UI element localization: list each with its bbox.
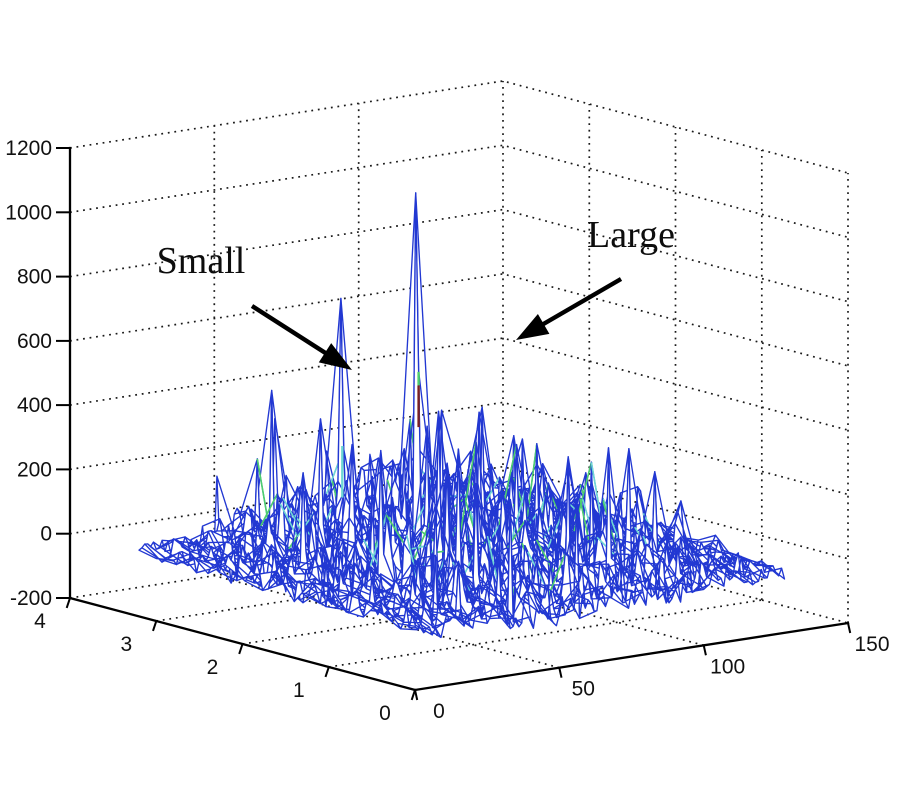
z-tick-label: 800 xyxy=(17,266,52,289)
y-tick-label: 1 xyxy=(293,679,305,702)
mesh-surface xyxy=(138,192,786,639)
z-tick-label: 0 xyxy=(40,523,52,546)
x-tick-label: 0 xyxy=(433,700,445,723)
tick-labels: -200 0 200 400 600 800 1000 1200 0 1 2 3 4 0 50 100 150 xyxy=(5,137,889,725)
z-tick-label: 1200 xyxy=(5,137,52,160)
z-tick-label: 400 xyxy=(17,394,52,417)
grid-lines xyxy=(69,80,849,669)
annotation-arrow-small xyxy=(250,304,330,357)
y-tick-label: 0 xyxy=(379,702,391,725)
y-tick-label: 4 xyxy=(34,610,46,633)
z-tick-label: 1000 xyxy=(5,201,52,224)
y-tick-label: 2 xyxy=(207,656,219,679)
z-tick-label: -200 xyxy=(10,587,52,610)
y-tick-label: 3 xyxy=(120,633,132,656)
z-tick-label: 200 xyxy=(17,458,52,481)
annotation-arrow-large xyxy=(539,277,623,328)
axes xyxy=(56,146,852,701)
z-tick-label: 600 xyxy=(17,330,52,353)
annotation-arrows xyxy=(250,277,623,370)
arrowhead-large xyxy=(516,314,550,340)
x-tick-label: 150 xyxy=(854,633,889,656)
x-tick-label: 50 xyxy=(572,678,595,701)
arrowhead-small xyxy=(318,343,352,370)
x-tick-label: 100 xyxy=(710,655,745,678)
